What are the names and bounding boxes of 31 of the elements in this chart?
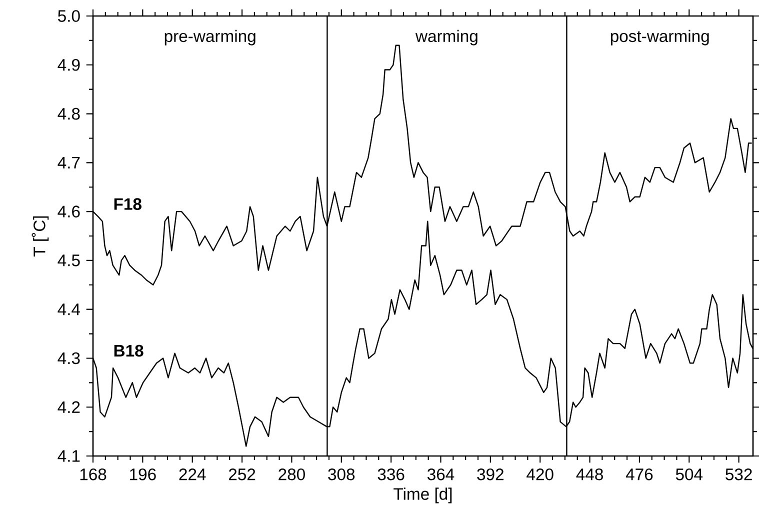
y-tick-label: 5.0 (58, 10, 80, 22)
x-tick-label: 420 (526, 468, 554, 480)
x-tick-label: 448 (576, 468, 603, 480)
annotation: pre-warming (164, 30, 256, 46)
legend-label: B18 (114, 344, 144, 357)
x-tick-label: 504 (676, 468, 703, 480)
x-tick-label: 196 (130, 468, 156, 480)
x-axis-title: Time [d] (394, 488, 452, 504)
y-tick-label: 4.4 (58, 304, 80, 316)
x-tick-label: 336 (378, 468, 404, 480)
y-tick-label: 4.6 (58, 206, 80, 218)
x-tick-label: 532 (726, 468, 752, 480)
annotation: post-warming (610, 30, 709, 46)
y-tick-label: 4.7 (58, 156, 80, 168)
x-tick-label: 280 (278, 468, 305, 480)
y-tick-label: 4.2 (58, 401, 80, 413)
y-tick-label: 4.9 (58, 59, 80, 71)
annotation: warming (415, 30, 478, 46)
x-tick-label: 308 (328, 468, 355, 480)
y-tick-label: 4.1 (58, 450, 80, 462)
legend-label: F18 (114, 198, 142, 210)
y-tick-label: 4.3 (58, 352, 80, 364)
x-tick-label: 392 (477, 468, 504, 480)
x-tick-label: 224 (179, 468, 206, 480)
y-tick-label: 4.8 (58, 108, 80, 120)
x-tick-label: 168 (80, 468, 106, 480)
x-tick-label: 252 (228, 468, 256, 480)
y-axis-title: T [˚C] (32, 216, 49, 256)
y-tick-label: 4.5 (58, 254, 80, 266)
x-tick-label: 364 (427, 468, 454, 480)
x-tick-label: 476 (626, 468, 653, 480)
